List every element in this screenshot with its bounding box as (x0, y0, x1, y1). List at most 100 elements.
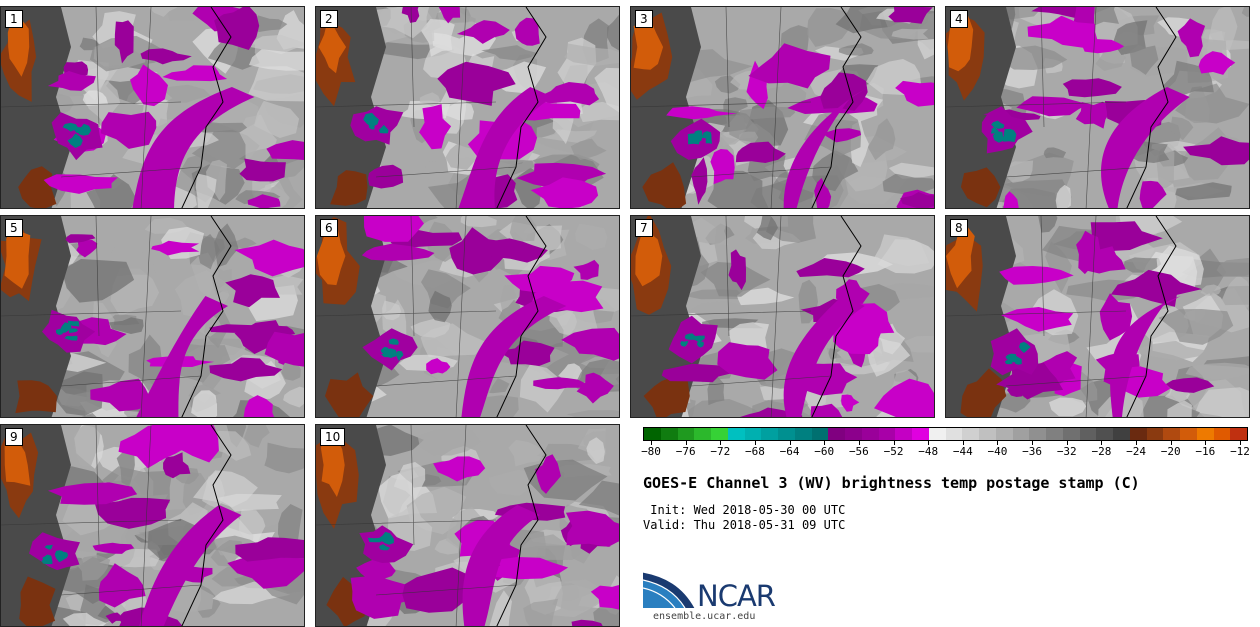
colorbar-swatch (1196, 428, 1214, 440)
wv-brightness-map (946, 216, 1249, 417)
colorbar-tick (1205, 441, 1207, 445)
panel-number-label: 7 (635, 219, 653, 237)
colorbar-swatch (744, 428, 762, 440)
init-time: Init: Wed 2018-05-30 00 UTC (643, 503, 846, 517)
colorbar-tick-label: −64 (779, 445, 800, 458)
colorbar-swatch (945, 428, 963, 440)
colorbar-tick-label: −28 (1091, 445, 1112, 458)
panel-number-label: 10 (320, 428, 346, 446)
postage-stamp-panel: 3 (630, 6, 935, 209)
wv-brightness-map (316, 7, 619, 208)
colorbar-tick (1066, 441, 1068, 445)
colorbar-tick-label: −52 (883, 445, 904, 458)
postage-stamp-panel: 6 (315, 215, 620, 418)
colorbar-swatch (1012, 428, 1030, 440)
colorbar-tick (1170, 441, 1172, 445)
colorbar-tick (1136, 441, 1138, 445)
ncar-logo-icon (643, 571, 696, 609)
colorbar-swatch (1029, 428, 1046, 440)
postage-stamp-panel: 1 (0, 6, 305, 209)
colorbar-tick (651, 441, 652, 445)
panel-number-label: 9 (5, 428, 23, 446)
colorbar-tick (1032, 441, 1034, 445)
colorbar-tick (858, 441, 860, 445)
postage-stamp-panel: 2 (315, 6, 620, 209)
postage-stamp-panel: 8 (945, 215, 1250, 418)
colorbar-swatch (811, 428, 829, 440)
colorbar-swatch (1163, 428, 1180, 440)
panel-number-label: 2 (320, 10, 338, 28)
colorbar-tick-label: −76 (675, 445, 696, 458)
colorbar-tick (789, 441, 791, 445)
colorbar-swatch (778, 428, 795, 440)
panel-number-label: 8 (950, 219, 968, 237)
colorbar-tick-label: −20 (1160, 445, 1181, 458)
colorbar-swatch (878, 428, 896, 440)
colorbar-tick-label: −44 (952, 445, 973, 458)
wv-brightness-map (631, 216, 934, 417)
colorbar-swatch (727, 428, 745, 440)
colorbar-tick (685, 441, 687, 445)
colorbar-swatch (861, 428, 879, 440)
colorbar-tick-label: −72 (710, 445, 731, 458)
colorbar-swatch (928, 428, 946, 440)
colorbar-tick-label: −24 (1126, 445, 1146, 458)
colorbar-swatch (1180, 428, 1197, 440)
colorbar-tick (928, 441, 930, 445)
wv-brightness-map (1, 216, 304, 417)
valid-time: Valid: Thu 2018-05-31 09 UTC (643, 518, 846, 532)
wv-brightness-map (316, 425, 619, 626)
colorbar-tick (754, 441, 756, 445)
colorbar-swatch (1129, 428, 1147, 440)
colorbar (643, 427, 1248, 441)
colorbar-tick (824, 441, 826, 445)
postage-stamp-panel: 7 (630, 215, 935, 418)
colorbar-tick-label: −56 (848, 445, 869, 458)
colorbar-swatch (1113, 428, 1130, 440)
colorbar-swatch (761, 428, 778, 440)
colorbar-swatch (912, 428, 929, 440)
colorbar-swatch (1062, 428, 1080, 440)
postage-stamp-panel: 4 (945, 6, 1250, 209)
colorbar-swatch (845, 428, 862, 440)
colorbar-tick (962, 441, 964, 445)
postage-stamp-panel: 10 (315, 424, 620, 627)
colorbar-swatch (1146, 428, 1164, 440)
colorbar-tick (997, 441, 999, 445)
colorbar-tick (720, 441, 722, 445)
colorbar-tick-label: −60 (814, 445, 835, 458)
colorbar-tick-label: −36 (1022, 445, 1043, 458)
colorbar-tick-label: −16 (1195, 445, 1216, 458)
wv-brightness-map (946, 7, 1249, 208)
panel-number-label: 6 (320, 219, 338, 237)
colorbar-swatch (1046, 428, 1063, 440)
colorbar-swatch (1079, 428, 1097, 440)
panel-number-label: 4 (950, 10, 968, 28)
postage-stamp-panel: 5 (0, 215, 305, 418)
panel-number-label: 3 (635, 10, 653, 28)
logo-url: ensemble.ucar.edu (653, 611, 756, 622)
logo-wordmark: NCAR (697, 579, 776, 613)
colorbar-tick-label: −40 (987, 445, 1008, 458)
colorbar-tick-label: −32 (1056, 445, 1077, 458)
colorbar-tick (893, 441, 895, 445)
colorbar-swatch (660, 428, 678, 440)
colorbar-tick-label: −68 (745, 445, 765, 458)
wv-brightness-map (631, 7, 934, 208)
colorbar-swatch (995, 428, 1013, 440)
colorbar-swatch (895, 428, 912, 440)
postage-stamp-panel: 9 (0, 424, 305, 627)
colorbar-swatch (644, 428, 661, 440)
panel-number-label: 5 (5, 219, 23, 237)
panel-number-label: 1 (5, 10, 23, 28)
wv-brightness-map (1, 425, 304, 626)
colorbar-tick (1101, 441, 1103, 445)
colorbar-swatch (711, 428, 728, 440)
colorbar-swatch (979, 428, 996, 440)
colorbar-tick (1240, 441, 1241, 445)
colorbar-tick-label: −48 (918, 445, 939, 458)
colorbar-swatch (1230, 428, 1247, 440)
wv-brightness-map (1, 7, 304, 208)
colorbar-swatch (1213, 428, 1231, 440)
figure-title: GOES-E Channel 3 (WV) brightness temp po… (643, 474, 1140, 492)
